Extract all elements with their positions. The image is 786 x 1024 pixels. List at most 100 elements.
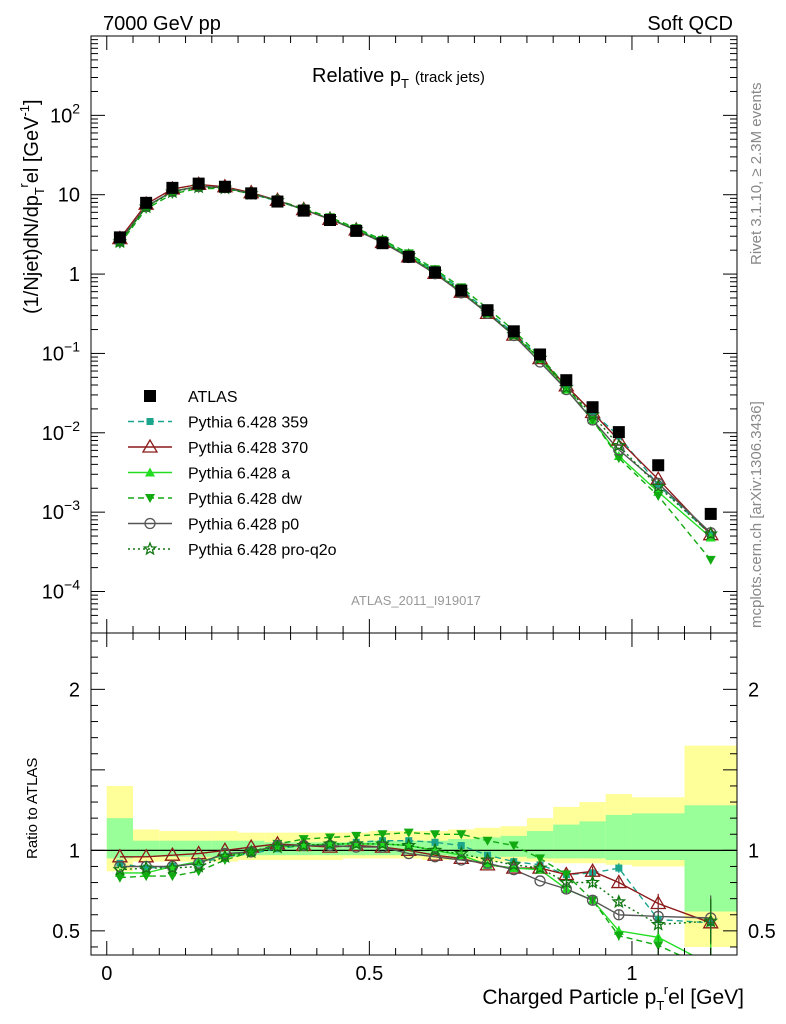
legend-marker bbox=[144, 390, 156, 402]
data-point bbox=[654, 481, 662, 489]
ratio-point bbox=[191, 858, 207, 873]
inner-band-bin bbox=[106, 818, 134, 859]
header-left-label: 7000 GeV pp bbox=[103, 13, 221, 35]
upper-axes: 10−4 10−3 10−2 10−1 1 10 102 bbox=[42, 35, 738, 634]
data-point bbox=[560, 374, 573, 387]
data-point bbox=[455, 284, 468, 297]
x-tick-label: 0 bbox=[101, 963, 112, 985]
ratio-point bbox=[165, 860, 180, 875]
ratio-line-4 bbox=[119, 844, 711, 919]
ratio-y-tick-label-right: 1 bbox=[748, 840, 759, 862]
ratio-point bbox=[114, 860, 126, 873]
ratio-point bbox=[508, 841, 519, 851]
data-point bbox=[650, 478, 666, 493]
ratio-point bbox=[217, 849, 233, 864]
inner-band-bin bbox=[684, 805, 737, 912]
data-point bbox=[271, 195, 284, 208]
ratio-point bbox=[534, 875, 546, 887]
upper-series-markers bbox=[111, 176, 719, 565]
data-point bbox=[429, 266, 442, 279]
upper-y-tick-label: 1 bbox=[69, 264, 80, 286]
upper-y-tick-label: 10−1 bbox=[42, 338, 80, 365]
ratio-point bbox=[585, 874, 600, 889]
ratio-point bbox=[430, 830, 441, 840]
ratio-point bbox=[650, 916, 666, 931]
data-point bbox=[534, 348, 547, 361]
legend-label: Pythia 6.428 p0 bbox=[188, 517, 299, 534]
ratio-point bbox=[164, 846, 181, 861]
data-point bbox=[166, 181, 179, 194]
ratio-point bbox=[532, 860, 548, 875]
ratio-y-axis-label: Ratio to ATLAS bbox=[24, 758, 41, 859]
ratio-point bbox=[481, 857, 494, 869]
data-point bbox=[402, 250, 415, 263]
legend-label: Pythia 6.428 370 bbox=[188, 440, 308, 457]
data-point bbox=[586, 401, 599, 414]
ratio-point bbox=[457, 842, 465, 850]
ratio-y-tick-label: 2 bbox=[69, 679, 80, 701]
ratio-point bbox=[141, 872, 152, 882]
ratio-point bbox=[403, 828, 414, 838]
legend-marker bbox=[144, 517, 156, 530]
ratio-frame bbox=[90, 632, 738, 956]
x-axis-label: Charged Particle pTrel [GeV] bbox=[482, 982, 744, 1013]
upper-y-tick-label: 10−4 bbox=[42, 577, 80, 604]
ratio-point bbox=[114, 873, 125, 883]
ratio-point bbox=[480, 852, 495, 867]
ratio-point bbox=[613, 931, 624, 941]
legend-label: Pythia 6.428 pro-q2o bbox=[188, 542, 337, 559]
legend-label: ATLAS bbox=[188, 389, 238, 406]
ratio-point bbox=[508, 864, 520, 876]
ratio-point bbox=[482, 836, 493, 846]
data-point bbox=[613, 454, 624, 464]
ratio-series-lines bbox=[119, 831, 711, 955]
data-point bbox=[652, 477, 664, 490]
ratio-point bbox=[706, 965, 716, 974]
chart-title: Relative pT (track jets) bbox=[312, 65, 485, 91]
ratio-y-tick-label-right: 2 bbox=[748, 679, 759, 701]
ratio-point bbox=[431, 838, 439, 846]
ratio-y-tick-label: 0.5 bbox=[52, 921, 80, 943]
ratio-line-1 bbox=[119, 843, 711, 924]
ratio-point bbox=[453, 845, 469, 860]
data-point bbox=[704, 507, 717, 520]
mcplots-label: mcplots.cern.ch [arXiv:1306.3436] bbox=[748, 401, 765, 628]
ratio-axes: 0.5 0.5 1 1 2 2 0 0.5 1 bbox=[52, 632, 776, 985]
ratio-point bbox=[615, 864, 623, 872]
ratio-point bbox=[377, 830, 388, 840]
ratio-point bbox=[610, 874, 627, 889]
ratio-point bbox=[427, 842, 443, 857]
data-point bbox=[245, 187, 258, 200]
upper-y-tick-label: 102 bbox=[50, 100, 80, 127]
data-point bbox=[350, 224, 363, 237]
ratio-point bbox=[429, 851, 441, 863]
legend-label: Pythia 6.428 a bbox=[188, 466, 290, 483]
data-point bbox=[705, 555, 716, 565]
ratio-point bbox=[706, 960, 716, 969]
upper-y-axis-label: (1/Njet)dN/dpTrel [GeV-1] bbox=[16, 99, 47, 314]
data-point bbox=[323, 214, 336, 227]
ratio-point bbox=[613, 909, 625, 921]
data-point bbox=[612, 426, 625, 439]
data-point bbox=[192, 177, 205, 190]
inner-band-bin bbox=[553, 824, 580, 859]
ratio-uncertainty-bands bbox=[91, 745, 737, 947]
inner-band-bin bbox=[579, 821, 606, 859]
data-point bbox=[586, 414, 599, 426]
ratio-point bbox=[348, 836, 364, 851]
data-point bbox=[113, 231, 126, 244]
data-point bbox=[703, 526, 719, 541]
data-point bbox=[376, 237, 389, 250]
ratio-point bbox=[653, 941, 664, 951]
chart-title-note: (track jets) bbox=[415, 69, 485, 86]
ratio-point bbox=[243, 844, 259, 859]
ratio-point bbox=[376, 841, 389, 853]
legend-label: Pythia 6.428 359 bbox=[188, 415, 308, 432]
inner-band-bin bbox=[631, 813, 685, 861]
ratio-point bbox=[296, 837, 312, 852]
ratio-point bbox=[269, 839, 285, 854]
ratio-point bbox=[324, 839, 336, 852]
ratio-point bbox=[350, 841, 362, 853]
data-point bbox=[297, 204, 310, 217]
x-tick-label: 1 bbox=[626, 963, 637, 985]
